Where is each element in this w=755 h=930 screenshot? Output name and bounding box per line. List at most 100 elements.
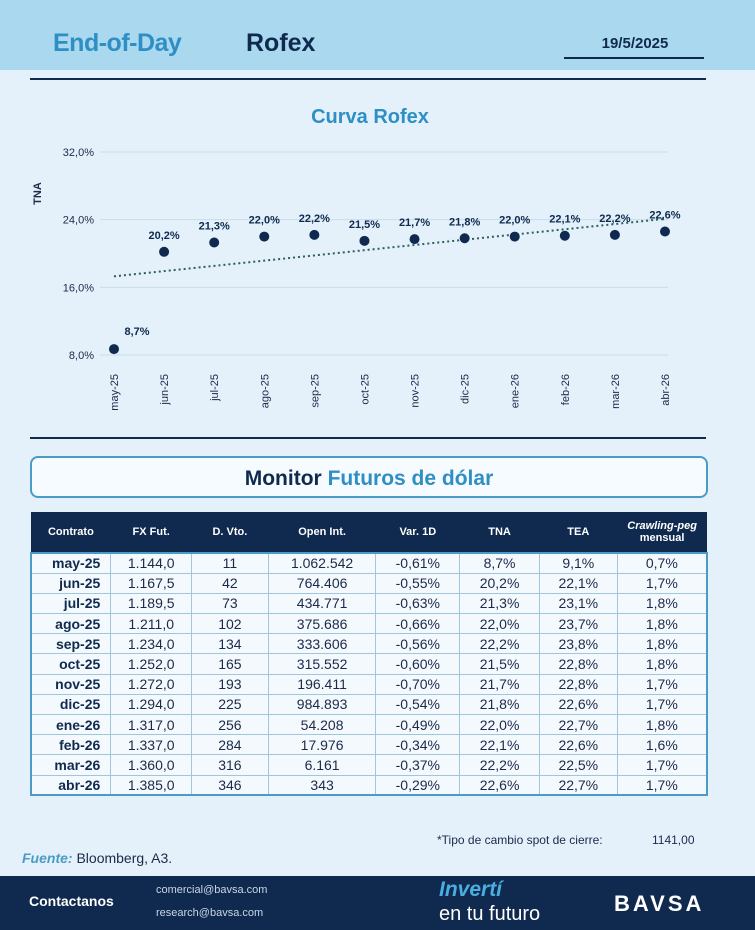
bavsa-logo: BAVSA bbox=[614, 891, 705, 916]
cell-open-int: 343 bbox=[267, 774, 377, 796]
cell-var-1d: -0,34% bbox=[375, 734, 461, 756]
cell-open-int: 764.406 bbox=[267, 572, 377, 594]
cell-d-vto: 256 bbox=[191, 713, 269, 736]
table-row: feb-26 1.337,0 284 17.976 -0,34% 22,1% 22,6% 1,… bbox=[30, 734, 708, 756]
data-point bbox=[609, 229, 620, 240]
cell-open-int: 333.606 bbox=[267, 633, 377, 655]
cell-var-1d: -0,66% bbox=[375, 613, 461, 635]
table-row: nov-25 1.272,0 193 196.411 -0,70% 21,7% 22,8% 1… bbox=[30, 673, 708, 695]
cell-contrato: nov-25 bbox=[30, 673, 112, 695]
cell-fx-fut: 1.144,0 bbox=[110, 552, 193, 574]
cell-tna: 8,7% bbox=[459, 552, 540, 574]
cell-tea: 22,7% bbox=[538, 713, 618, 736]
cell-var-1d: -0,63% bbox=[375, 592, 461, 615]
data-point bbox=[509, 231, 520, 242]
cell-d-vto: 102 bbox=[191, 613, 269, 635]
data-point bbox=[309, 229, 320, 240]
x-tick-label: dic-25 bbox=[460, 374, 472, 404]
slogan-line1: Invertí bbox=[439, 878, 503, 901]
data-point bbox=[559, 230, 570, 241]
col-header-tna: TNA bbox=[459, 512, 540, 553]
email-research-link[interactable]: research@bavsa.com bbox=[156, 907, 264, 919]
top-divider bbox=[30, 78, 706, 80]
cell-crawling-peg: 1,8% bbox=[616, 633, 708, 655]
data-label: 22,0% bbox=[249, 215, 280, 227]
source-value: Bloomberg, A3. bbox=[76, 850, 173, 866]
cell-fx-fut: 1.211,0 bbox=[110, 613, 193, 635]
data-label: 20,2% bbox=[148, 230, 179, 242]
data-point bbox=[660, 226, 670, 237]
source-label: Fuente: bbox=[22, 850, 73, 866]
cell-tna: 21,5% bbox=[459, 653, 540, 675]
y-tick-label: 16,0% bbox=[63, 282, 94, 294]
table-row: abr-26 1.385,0 346 343 -0,29% 22,6% 22,7% 1,7% bbox=[30, 774, 708, 796]
table-header-row: Contrato FX Fut. D. Vto. Open Int. Var. … bbox=[31, 512, 707, 553]
spot-rate-label: *Tipo de cambio spot de cierre: bbox=[437, 833, 603, 847]
cell-var-1d: -0,54% bbox=[375, 693, 461, 716]
table-row: may-25 1.144,0 11 1.062.542 -0,61% 8,7% 9,1% 0,… bbox=[30, 552, 708, 574]
x-tick-label: feb-26 bbox=[560, 374, 572, 405]
cell-var-1d: -0,60% bbox=[375, 653, 461, 675]
data-point bbox=[409, 234, 420, 245]
rofex-curve-chart: TNA 8,0% 16,0% 24,0% 32,0% may-25 jun-25 jul-25… bbox=[32, 147, 681, 410]
data-label: 8,7% bbox=[124, 326, 149, 338]
y-axis-label: TNA bbox=[32, 182, 44, 205]
y-tick-label: 32,0% bbox=[63, 147, 94, 159]
slogan-line2: en tu futuro bbox=[439, 903, 541, 925]
email-comercial-link[interactable]: comercial@bavsa.com bbox=[156, 884, 268, 896]
x-tick-label: abr-26 bbox=[660, 374, 672, 406]
cell-tna: 22,0% bbox=[459, 613, 540, 635]
cell-d-vto: 225 bbox=[191, 693, 269, 716]
footer-band: Contactanos comercial@bavsa.com research… bbox=[0, 876, 755, 930]
cell-tea: 22,7% bbox=[538, 774, 618, 796]
x-tick-label: jul-25 bbox=[209, 374, 221, 402]
spot-rate-value: 1141,00 bbox=[652, 833, 695, 847]
chart-title: Curva Rofex bbox=[311, 106, 429, 128]
cell-var-1d: -0,49% bbox=[375, 713, 461, 736]
cell-crawling-peg: 1,8% bbox=[616, 653, 708, 675]
cell-fx-fut: 1.385,0 bbox=[110, 774, 193, 796]
monitor-banner: Monitor Futuros de dólar bbox=[30, 456, 708, 498]
cell-contrato: dic-25 bbox=[30, 693, 112, 716]
cell-tea: 9,1% bbox=[538, 552, 618, 574]
cell-contrato: mar-26 bbox=[30, 754, 112, 776]
cell-crawling-peg: 1,7% bbox=[616, 572, 708, 594]
cell-tna: 20,2% bbox=[459, 572, 540, 594]
col-header-var-1d: Var. 1D bbox=[375, 512, 460, 553]
x-tick-label: may-25 bbox=[109, 374, 121, 410]
cell-crawling-peg: 1,8% bbox=[616, 713, 708, 736]
cell-tna: 22,2% bbox=[459, 633, 540, 655]
cell-contrato: oct-25 bbox=[30, 653, 112, 675]
monitor-title-b: Futuros de dólar bbox=[327, 467, 494, 490]
cell-tna: 22,2% bbox=[459, 754, 540, 776]
cell-d-vto: 73 bbox=[191, 592, 269, 615]
cell-d-vto: 316 bbox=[191, 754, 269, 776]
cell-d-vto: 346 bbox=[191, 774, 269, 796]
cell-crawling-peg: 1,7% bbox=[616, 774, 708, 796]
data-point bbox=[159, 246, 170, 257]
cell-tna: 22,6% bbox=[459, 774, 540, 796]
cell-open-int: 315.552 bbox=[267, 653, 377, 675]
cell-open-int: 984.893 bbox=[267, 693, 377, 716]
report-subtitle: Rofex bbox=[246, 29, 316, 57]
cell-var-1d: -0,37% bbox=[375, 754, 461, 776]
cell-tea: 22,5% bbox=[538, 754, 618, 776]
cell-tea: 22,8% bbox=[538, 673, 618, 695]
cell-crawling-peg: 1,8% bbox=[616, 613, 708, 635]
col-header-d-vto: D. Vto. bbox=[191, 512, 269, 553]
cell-var-1d: -0,70% bbox=[375, 673, 461, 695]
cell-fx-fut: 1.317,0 bbox=[110, 713, 193, 736]
cell-open-int: 54.208 bbox=[267, 713, 377, 736]
data-label: 21,7% bbox=[399, 217, 430, 229]
cell-open-int: 17.976 bbox=[267, 734, 377, 756]
header-band: End-of-Day Rofex 19/5/2025 bbox=[0, 0, 755, 70]
cell-tea: 22,6% bbox=[538, 693, 618, 716]
table-row: ene-26 1.317,0 256 54.208 -0,49% 22,0% 22,7% 1,… bbox=[30, 713, 708, 736]
cell-crawling-peg: 1,7% bbox=[616, 693, 708, 716]
cell-d-vto: 42 bbox=[191, 572, 269, 594]
data-point bbox=[359, 235, 370, 246]
cell-contrato: sep-25 bbox=[30, 633, 112, 655]
x-tick-label: sep-25 bbox=[309, 374, 321, 408]
data-label: 21,8% bbox=[449, 216, 480, 228]
data-point bbox=[459, 233, 470, 244]
